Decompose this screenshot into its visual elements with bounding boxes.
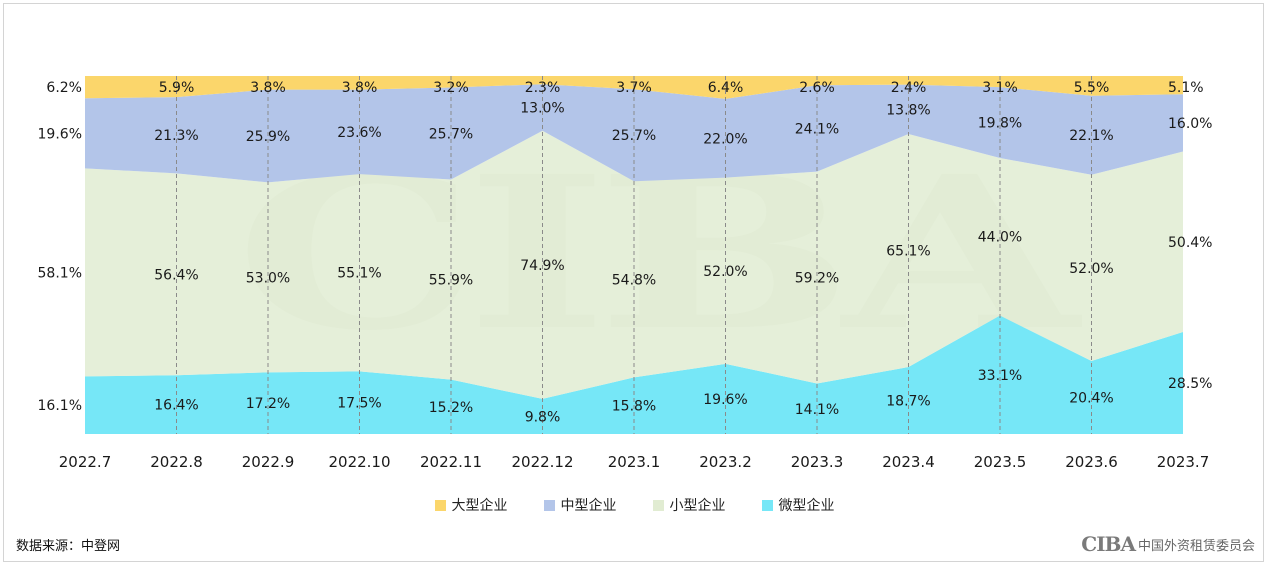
data-label: 65.1%	[886, 244, 930, 260]
x-tick-label: 2022.12	[511, 453, 573, 471]
x-tick-label: 2023.6	[1065, 453, 1118, 471]
legend-item: 微型企业	[761, 495, 835, 515]
data-label: 52.0%	[1069, 261, 1113, 277]
data-label: 3.8%	[250, 80, 286, 96]
data-label: 59.2%	[795, 271, 839, 287]
data-label: 3.7%	[616, 80, 652, 96]
data-label: 13.8%	[886, 102, 930, 118]
source-note: 数据来源：中登网	[16, 539, 121, 554]
data-label: 15.8%	[612, 399, 656, 415]
data-label: 21.3%	[154, 128, 198, 144]
legend-item: 大型企业	[434, 495, 508, 515]
data-label: 13.0%	[520, 101, 564, 117]
x-tick-label: 2023.5	[974, 453, 1027, 471]
ciba-logo: CIBA 中国外资租赁委员会	[1081, 532, 1255, 556]
legend-label: 微型企业	[778, 498, 835, 514]
data-label: 2.3%	[525, 80, 561, 96]
x-tick-label: 2023.2	[699, 453, 752, 471]
data-label: 50.4%	[1168, 235, 1212, 251]
x-tick-label: 2022.10	[328, 453, 390, 471]
legend-swatch	[761, 499, 773, 511]
data-label: 3.2%	[433, 80, 469, 96]
legend-swatch	[434, 499, 446, 511]
data-label: 19.8%	[978, 116, 1022, 132]
data-label: 16.4%	[154, 398, 198, 414]
data-label: 22.1%	[1069, 128, 1113, 144]
data-label: 19.6%	[38, 126, 82, 142]
data-label: 6.4%	[708, 80, 744, 96]
data-label: 23.6%	[337, 125, 381, 141]
data-label: 16.0%	[1168, 116, 1212, 132]
logo-mark: CIBA	[1081, 532, 1136, 556]
data-label: 3.1%	[982, 80, 1018, 96]
legend-swatch	[543, 499, 555, 511]
x-tick-label: 2023.7	[1157, 453, 1210, 471]
data-label: 74.9%	[520, 258, 564, 274]
legend-label: 小型企业	[669, 498, 726, 514]
x-tick-label: 2023.3	[791, 453, 844, 471]
x-tick-label: 2022.8	[150, 453, 203, 471]
data-label: 2.4%	[891, 80, 927, 96]
data-label: 52.0%	[703, 264, 747, 280]
data-label: 16.1%	[38, 398, 82, 414]
legend-label: 中型企业	[560, 498, 617, 514]
data-label: 15.2%	[429, 400, 473, 416]
legend-item: 小型企业	[652, 495, 726, 515]
data-label: 54.8%	[612, 272, 656, 288]
data-label: 28.5%	[1168, 376, 1212, 392]
data-label: 5.5%	[1074, 80, 1110, 96]
data-label: 25.9%	[246, 129, 290, 145]
x-tick-label: 2022.9	[242, 453, 295, 471]
legend-label: 大型企业	[451, 498, 508, 514]
x-tick-label: 2023.1	[608, 453, 661, 471]
data-label: 5.1%	[1168, 80, 1204, 96]
data-label: 25.7%	[612, 128, 656, 144]
chart-legend: 大型企业 中型企业 小型企业 微型企业	[0, 495, 1269, 515]
area-series-3	[85, 76, 1183, 99]
legend-swatch	[652, 499, 664, 511]
x-tick-label: 2023.4	[882, 453, 935, 471]
data-label: 56.4%	[154, 267, 198, 283]
data-label: 5.9%	[159, 80, 195, 96]
legend-item: 中型企业	[543, 495, 617, 515]
data-label: 24.1%	[795, 121, 839, 137]
data-label: 17.2%	[246, 396, 290, 412]
data-label: 22.0%	[703, 131, 747, 147]
data-label: 3.8%	[342, 80, 378, 96]
data-label: 9.8%	[525, 409, 561, 425]
data-label: 14.1%	[795, 402, 839, 418]
data-label: 17.5%	[337, 396, 381, 412]
data-label: 6.2%	[46, 80, 82, 96]
data-label: 44.0%	[978, 230, 1022, 246]
data-label: 20.4%	[1069, 390, 1113, 406]
logo-text: 中国外资租赁委员会	[1137, 538, 1255, 554]
data-label: 25.7%	[429, 126, 473, 142]
data-label: 33.1%	[978, 368, 1022, 384]
data-label: 58.1%	[38, 265, 82, 281]
data-label: 55.9%	[429, 273, 473, 289]
data-label: 19.6%	[703, 392, 747, 408]
x-tick-label: 2022.7	[59, 453, 112, 471]
data-label: 53.0%	[246, 270, 290, 286]
data-label: 2.6%	[799, 80, 835, 96]
x-tick-label: 2022.11	[420, 453, 482, 471]
chart-frame	[3, 3, 1264, 562]
data-label: 55.1%	[337, 266, 381, 282]
area-series-0	[85, 315, 1183, 434]
data-label: 18.7%	[886, 394, 930, 410]
